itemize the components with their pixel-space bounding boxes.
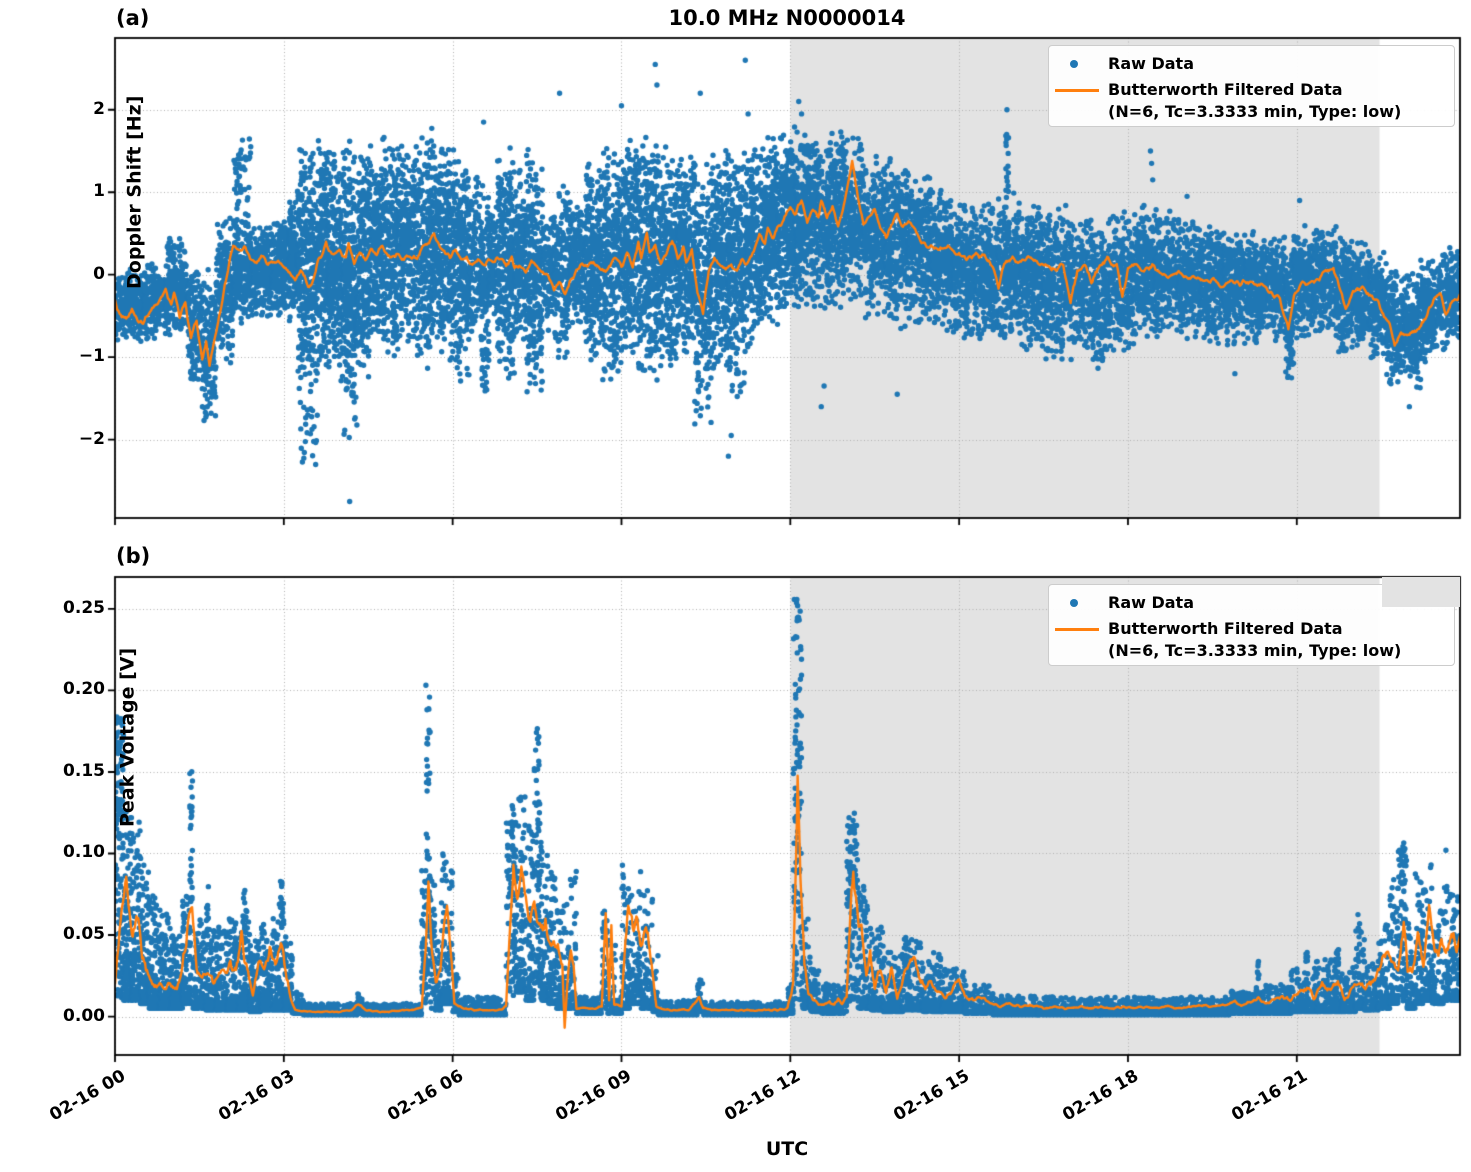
y-tick-label-b: 0.15	[63, 760, 105, 781]
legend-filtered-label-2: (N=6, Tc=3.3333 min, Type: low)	[1108, 641, 1402, 660]
legend-raw-label: Raw Data	[1108, 54, 1194, 73]
panel-a-label: (a)	[116, 6, 150, 30]
panel-b-label: (b)	[116, 544, 151, 568]
legend-filtered-label-1: Butterworth Filtered Data	[1108, 80, 1343, 99]
y-tick-label-a: −1	[78, 346, 105, 367]
y-tick-label-a: 1	[93, 181, 105, 202]
y-tick-label-b: 0.25	[63, 597, 105, 618]
x-axis-label: UTC	[765, 1138, 809, 1160]
legend-panel-a: Raw Data Butterworth Filtered Data (N=6,…	[1048, 45, 1455, 127]
y-axis-label-b: Peak Voltage [V]	[116, 647, 139, 827]
legend-raw-label: Raw Data	[1108, 593, 1194, 612]
legend-filtered-label-1: Butterworth Filtered Data	[1108, 619, 1343, 638]
y-axis-label-a: Doppler Shift [Hz]	[123, 95, 146, 289]
y-tick-label-b: 0.20	[63, 679, 105, 700]
y-tick-label-b: 0.10	[63, 842, 105, 863]
chart-title: 10.0 MHz N0000014	[668, 6, 906, 30]
y-tick-label-a: 2	[93, 98, 105, 119]
shade-region-notch	[1382, 577, 1460, 607]
raw-data-marker-icon	[1070, 599, 1078, 607]
y-tick-label-b: 0.00	[63, 1005, 105, 1026]
filtered-line-marker-icon	[1055, 628, 1099, 631]
y-tick-label-a: 0	[93, 263, 105, 284]
filtered-line-marker-icon	[1055, 89, 1099, 92]
y-tick-label-b: 0.05	[63, 924, 105, 944]
raw-data-marker-icon	[1070, 60, 1078, 68]
legend-filtered-label-2: (N=6, Tc=3.3333 min, Type: low)	[1108, 102, 1402, 121]
y-tick-label-a: −2	[78, 428, 105, 449]
